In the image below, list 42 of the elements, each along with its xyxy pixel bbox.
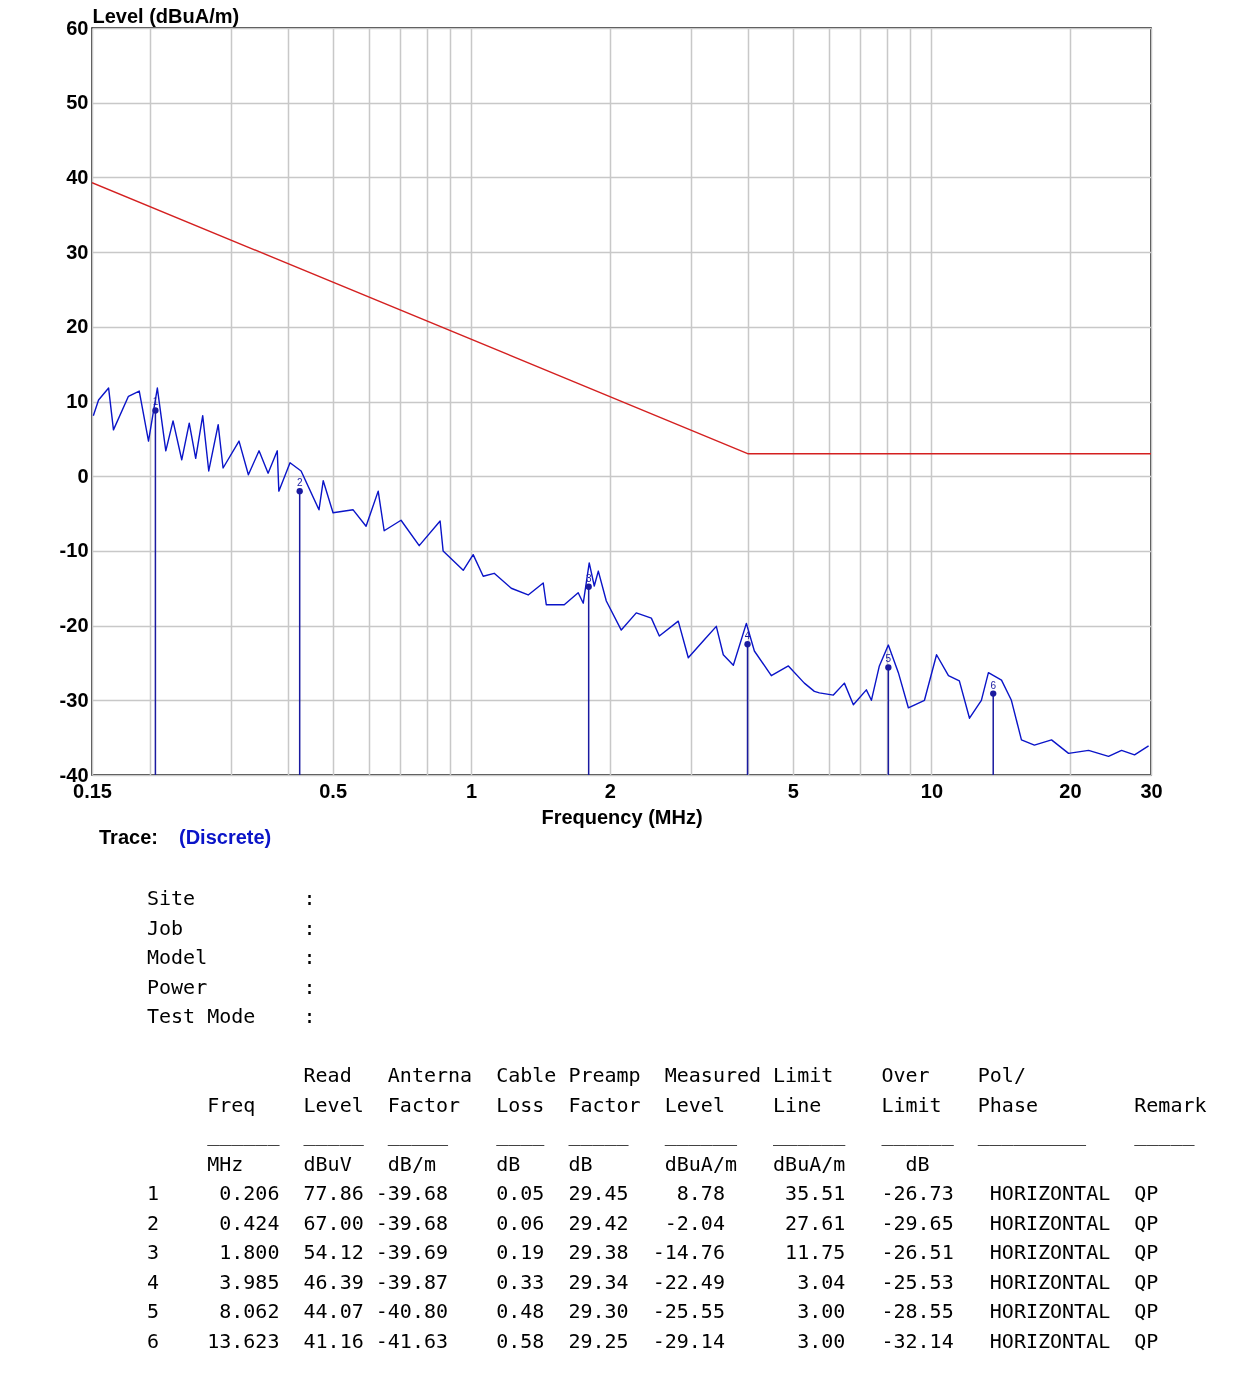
x-tick-label: 10 [920,779,944,802]
legend-title: Trace: [99,826,158,848]
text: Power : [147,974,316,999]
text: 5 8.062 44.07 -40.80 0.48 29.30 -25.55 3.00 -28.55 HORIZONTAL QP [147,1299,1159,1323]
text: (Discrete) [179,826,272,848]
annotation: 3 [585,572,592,584]
text: Site : [147,886,316,910]
text: 6 13.623 41.16 -41.63 0.58 29.25 -29.14 3.00 -32.14 HORIZONTAL QP [147,1328,1159,1353]
annotation: 5 [885,653,892,665]
text: 2 0.424 67.00 -39.68 0.06 29.42 -2.04 27.61 -29.65 HORIZONTAL QP [147,1210,1159,1235]
annotation: 4 [744,630,751,642]
x-tick-label: 20 [1059,779,1082,802]
x-tick-label: 0.5 [319,779,348,802]
y-tick-label: 50 [66,91,89,114]
x-axis-title: Frequency (MHz) [541,805,703,828]
x-tick-label: 2 [604,779,616,802]
x-tick-label: 1 [466,779,478,802]
text: 3 1.800 54.12 -39.69 0.19 29.38 -14.76 11.75 -26.51 HORIZONTAL QP [147,1240,1159,1264]
text: Read Anterna Cable Preamp Measured Limit Over Pol/ [303,1063,1026,1087]
y-tick-label: 40 [66,165,89,188]
y-tick-label: 20 [66,315,89,338]
annotation: 1 [152,396,159,408]
y-tick-label: -10 [59,539,89,562]
x-tick-label: 5 [787,779,799,802]
annotation: 6 [990,679,997,691]
text: MHz dBuV dB/m dB dB dBuA/m dBuA/m dB [207,1151,930,1176]
text: Model : [147,945,316,969]
text: Job : [147,915,316,940]
text: Test Mode : [147,1004,316,1028]
y-tick-label: 30 [66,240,89,263]
text: ______ _____ _____ ____ _____ ______ ______ ______ _________ _____ [207,1122,1195,1146]
annotation: 2 [296,477,303,489]
y-tick-label: -20 [59,614,89,637]
y-tick-label: 60 [66,16,89,39]
x-tick-label: 30 [1140,779,1163,802]
y-axis-title: Level (dBuA/m) [92,4,240,27]
y-tick-label: -30 [59,688,89,711]
text: 1 0.206 77.86 -39.68 0.05 29.45 8.78 35.51 -26.73 HORIZONTAL QP [147,1181,1159,1205]
y-tick-label: 10 [66,390,89,412]
text: Freq Level Factor Loss Factor Level Line Limit Phase Remark [207,1092,1207,1117]
y-tick-label: 0 [77,464,89,487]
text: 4 3.985 46.39 -39.87 0.33 29.34 -22.49 3.04 -25.53 HORIZONTAL QP [147,1269,1159,1294]
